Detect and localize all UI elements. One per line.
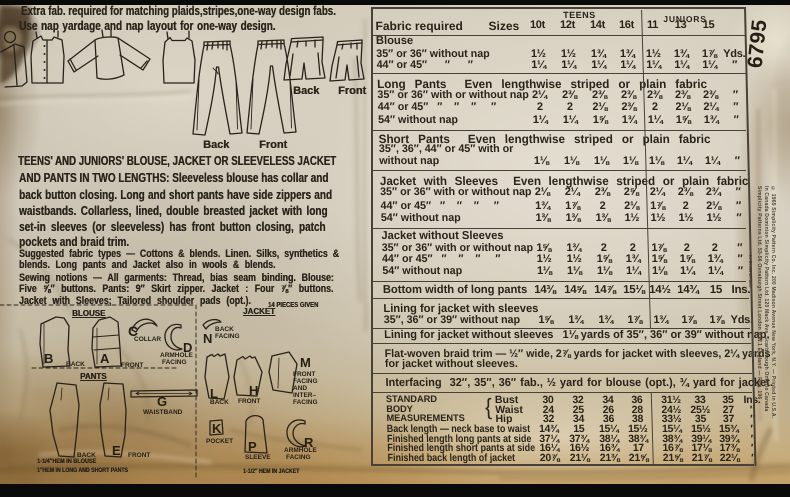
- svg-text:INTER–: INTER–: [293, 392, 317, 399]
- svg-text:ARMHOLE: ARMHOLE: [284, 447, 318, 454]
- svg-text:FACING: FACING: [286, 454, 311, 461]
- svg-text:WAISTBAND: WAISTBAND: [143, 409, 183, 416]
- svg-text:FACING: FACING: [293, 399, 318, 406]
- svg-text:B: B: [44, 351, 53, 366]
- svg-text:H: H: [249, 383, 258, 398]
- svg-text:N: N: [203, 331, 212, 346]
- svg-text:L: L: [210, 386, 218, 401]
- svg-text:COLLAR: COLLAR: [134, 336, 161, 343]
- svg-text:M: M: [300, 355, 311, 370]
- svg-text:FRONT: FRONT: [238, 398, 260, 405]
- svg-text:A: A: [100, 351, 110, 366]
- svg-text:FACING: FACING: [215, 333, 240, 340]
- svg-text:AND: AND: [293, 385, 307, 392]
- svg-text:P: P: [248, 439, 257, 454]
- svg-text:ARMHOLE: ARMHOLE: [160, 352, 194, 359]
- svg-text:FACING: FACING: [293, 378, 318, 385]
- svg-text:E: E: [112, 443, 121, 458]
- svg-text:C: C: [128, 323, 138, 339]
- svg-text:K: K: [212, 421, 222, 436]
- svg-text:FRONT: FRONT: [121, 362, 143, 369]
- svg-text:D: D: [183, 340, 192, 355]
- svg-text:BACK: BACK: [66, 361, 85, 368]
- svg-text:BACK: BACK: [210, 399, 229, 406]
- svg-text:POCKET: POCKET: [206, 438, 233, 445]
- svg-text:BACK: BACK: [77, 452, 96, 459]
- svg-text:BACK: BACK: [215, 326, 234, 333]
- svg-text:FRONT: FRONT: [293, 371, 315, 378]
- svg-text:FRONT: FRONT: [128, 452, 150, 459]
- svg-text:SLEEVE: SLEEVE: [245, 454, 271, 461]
- svg-text:R: R: [304, 435, 314, 450]
- svg-text:G: G: [157, 394, 167, 409]
- svg-text:FACING: FACING: [162, 359, 187, 366]
